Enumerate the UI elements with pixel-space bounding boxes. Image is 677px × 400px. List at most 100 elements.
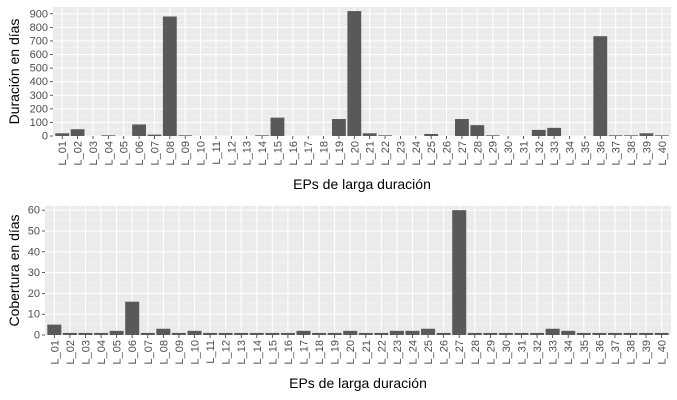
y-axis-title: Cobertura en días <box>6 214 22 326</box>
bar-L_18 <box>312 332 327 335</box>
plot-panel <box>53 7 671 136</box>
y-tick-label: 50 <box>28 225 40 237</box>
x-tick-label: L_40 <box>657 340 669 364</box>
x-tick-label: L_24 <box>408 340 420 364</box>
x-tick-label: L_11 <box>205 340 217 364</box>
x-tick-label: L_32 <box>532 340 544 364</box>
bar-L_38 <box>623 332 638 335</box>
bar-L_13 <box>234 332 249 335</box>
x-tick-label: L_06 <box>127 340 139 364</box>
bar-L_28 <box>467 332 482 335</box>
bar-L_04 <box>94 332 109 335</box>
bar-L_40 <box>654 332 669 335</box>
y-tick-label: 10 <box>28 309 40 321</box>
x-tick-label: L_15 <box>272 141 284 165</box>
bar-L_21 <box>358 332 373 335</box>
x-tick-label: L_30 <box>501 340 513 364</box>
bar-L_27 <box>452 210 467 335</box>
y-tick-label: 200 <box>30 103 48 115</box>
x-tick-label: L_37 <box>610 340 622 364</box>
y-tick-label: 900 <box>30 8 48 20</box>
y-tick-label: 40 <box>28 246 40 258</box>
y-tick-label: 400 <box>30 76 48 88</box>
x-tick-label: L_16 <box>283 340 295 364</box>
bar-L_12 <box>218 332 233 335</box>
x-tick-label: L_09 <box>180 141 192 165</box>
bar-L_07 <box>140 332 155 335</box>
y-tick-label: 300 <box>30 90 48 102</box>
bar-L_14 <box>249 332 264 335</box>
x-tick-label: L_02 <box>65 340 77 364</box>
bar-L_34 <box>561 330 576 335</box>
bar-L_33 <box>545 328 560 335</box>
x-tick-label: L_35 <box>579 340 591 364</box>
x-tick-label: L_17 <box>303 141 315 165</box>
x-tick-label: L_01 <box>57 141 69 165</box>
bar-L_31 <box>514 332 529 335</box>
bar-L_20 <box>347 11 362 136</box>
bar-L_32 <box>531 129 546 136</box>
x-tick-label: L_31 <box>517 340 529 364</box>
bar-L_27 <box>455 119 469 136</box>
bar-L_26 <box>436 332 451 335</box>
x-tick-label: L_40 <box>657 141 669 165</box>
bar-L_39 <box>639 332 654 335</box>
x-tick-label: L_29 <box>485 340 497 364</box>
bar-L_15 <box>265 332 280 335</box>
bar-L_29 <box>483 332 498 335</box>
bar-L_10 <box>187 330 202 335</box>
bar-L_40 <box>654 135 669 136</box>
x-tick-label: L_39 <box>641 141 653 165</box>
bar-L_01 <box>47 324 62 335</box>
bar-L_11 <box>203 332 218 335</box>
x-tick-label: L_15 <box>267 340 279 364</box>
x-axis-title: EPs de larga duración <box>293 176 431 192</box>
coverage-chart: 0 10 20 30 40 50 60 L_01 L_02 L_03 L_04 L_05 L_06 L_0… <box>6 205 671 391</box>
bar-L_17 <box>296 330 311 335</box>
x-tick-label: L_18 <box>314 340 326 364</box>
bar-L_02 <box>62 332 77 335</box>
x-tick-label: L_32 <box>534 141 546 165</box>
x-tick-label: L_26 <box>439 340 451 364</box>
bar-L_09 <box>178 135 193 136</box>
x-tick-label: L_07 <box>149 141 161 165</box>
bar-L_16 <box>280 332 295 335</box>
bar-L_25 <box>424 133 439 136</box>
x-tick-label: L_16 <box>288 141 300 165</box>
x-tick-label: L_27 <box>457 141 469 165</box>
bar-L_14 <box>255 135 269 136</box>
x-tick-label: L_03 <box>88 141 100 165</box>
x-tick-label: L_21 <box>365 141 377 165</box>
y-axis-title: Duración en días <box>6 19 22 125</box>
x-tick-label: L_14 <box>257 141 269 165</box>
y-tick-label: 600 <box>30 49 48 61</box>
bar-L_28 <box>470 125 485 136</box>
y-tick-label: 700 <box>30 35 48 47</box>
bar-L_23 <box>389 330 404 335</box>
bar-L_33 <box>547 127 562 136</box>
bar-L_19 <box>332 119 346 136</box>
x-tick-label: L_33 <box>549 141 561 165</box>
x-tick-label: L_20 <box>345 340 357 364</box>
x-tick-label: L_30 <box>503 141 515 165</box>
y-tick-label: 60 <box>28 205 40 217</box>
x-tick-label: L_10 <box>189 340 201 364</box>
x-tick-label: L_34 <box>563 340 575 364</box>
bar-L_37 <box>608 135 623 136</box>
x-tick-label: L_24 <box>411 141 423 165</box>
bar-L_08 <box>162 16 177 136</box>
x-tick-label: L_31 <box>518 141 530 165</box>
x-tick-label: L_38 <box>626 141 638 165</box>
x-tick-label: L_09 <box>174 340 186 364</box>
bar-L_36 <box>593 36 608 137</box>
x-tick-label: L_23 <box>392 340 404 364</box>
x-tick-label: L_28 <box>472 141 484 165</box>
bar-L_20 <box>343 330 358 335</box>
bar-L_09 <box>171 332 186 335</box>
bar-L_24 <box>405 330 420 335</box>
x-tick-label: L_06 <box>134 141 146 165</box>
x-tick-label: L_05 <box>119 141 131 165</box>
x-tick-label: L_20 <box>349 141 361 165</box>
bar-L_04 <box>101 135 116 136</box>
